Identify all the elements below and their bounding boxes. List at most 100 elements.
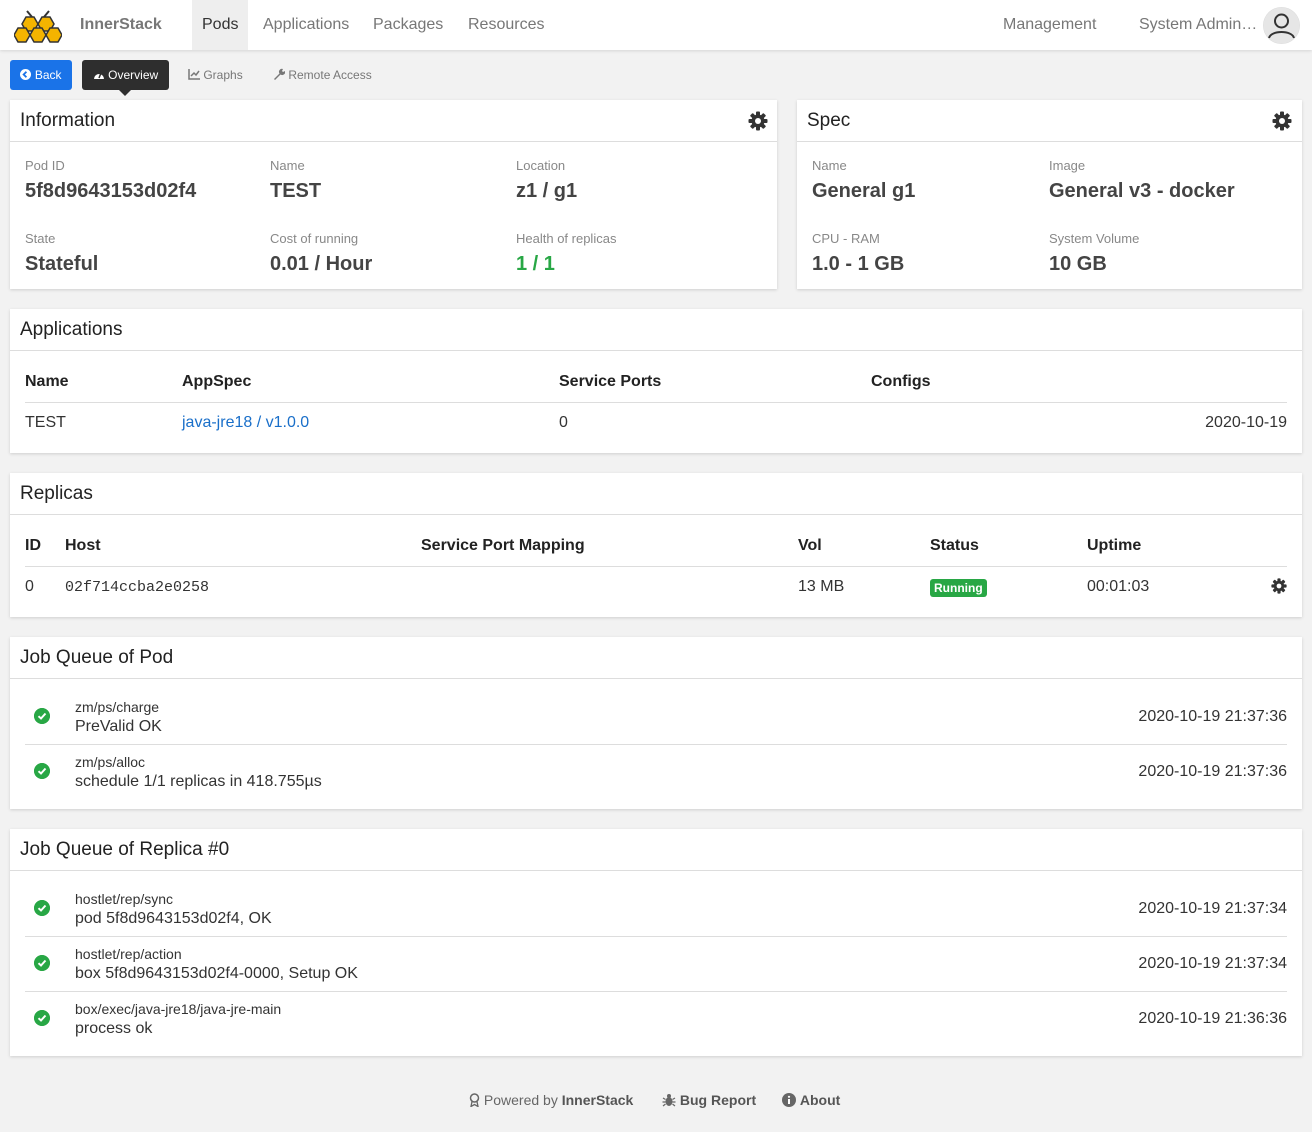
col-uptime: Uptime	[1087, 537, 1142, 554]
check-circle-icon	[34, 1010, 50, 1026]
health-label: Health of replicas	[516, 231, 617, 246]
location-value: z1 / g1	[516, 180, 578, 202]
cpu-ram-label: CPU - RAM	[812, 231, 880, 246]
col-status: Status	[930, 537, 979, 554]
replicas-title: Replicas	[20, 483, 93, 504]
nav-packages[interactable]: Packages	[373, 16, 444, 33]
col-configs: Configs	[871, 373, 931, 390]
back-button[interactable]: Back	[10, 60, 72, 90]
job-time: 2020-10-19 21:37:34	[1138, 955, 1287, 972]
information-header: Information	[10, 100, 777, 142]
bug-icon	[662, 1094, 676, 1107]
award-icon	[469, 1093, 480, 1108]
pod-job-queue-title: Job Queue of Pod	[20, 647, 174, 668]
col-host: Host	[65, 537, 101, 554]
user-avatar-icon[interactable]	[1263, 7, 1300, 44]
tab-graphs[interactable]: Graphs	[188, 60, 243, 90]
check-circle-icon	[34, 900, 50, 916]
job-message: process ok	[75, 1020, 153, 1037]
powered-by-prefix: Powered by	[483, 1092, 558, 1108]
tab-graphs-label: Graphs	[203, 68, 243, 82]
spec-header: Spec	[797, 100, 1302, 142]
job-name: box/exec/java-jre18/java-jre-main	[75, 1001, 282, 1017]
cost-value: 0.01 / Hour	[270, 253, 373, 275]
job-message: box 5f8d9643153d02f4-0000, Setup OK	[75, 965, 358, 982]
spec-name-value: General g1	[812, 180, 916, 202]
pod-job-queue-panel: Job Queue of Pod zm/ps/charge PreValid O…	[10, 637, 1302, 809]
honeycomb-logo-icon[interactable]	[14, 9, 62, 43]
cost-label: Cost of running	[270, 231, 359, 246]
back-label: Back	[34, 68, 62, 82]
bug-report-link[interactable]: Bug Report	[662, 1092, 756, 1108]
pod-id-value: 5f8d9643153d02f4	[25, 180, 197, 202]
appspec-link[interactable]: java-jre18 / v1.0.0	[182, 414, 310, 431]
spec-panel: Spec Name General g1 Image General v3 - …	[797, 100, 1302, 289]
image-value: General v3 - docker	[1049, 180, 1235, 202]
brand-name[interactable]: InnerStack	[80, 16, 162, 33]
check-circle-icon	[34, 763, 50, 779]
spec-title: Spec	[807, 110, 851, 131]
replica-host: 02f714ccba2e0258	[65, 579, 210, 596]
system-volume-label: System Volume	[1049, 231, 1140, 246]
col-appspec: AppSpec	[182, 373, 252, 390]
job-time: 2020-10-19 21:37:36	[1138, 763, 1287, 780]
nav-pods[interactable]: Pods	[192, 0, 249, 50]
nav-user[interactable]: System Admin…	[1139, 16, 1258, 33]
col-id: ID	[25, 537, 41, 554]
job-message: schedule 1/1 replicas in 418.755µs	[75, 773, 322, 790]
app-name: TEST	[25, 414, 66, 431]
state-value: Stateful	[25, 253, 99, 275]
applications-header: Applications	[10, 309, 1302, 351]
tab-overview-label: Overview	[108, 68, 159, 82]
tab-remote-access-label: Remote Access	[288, 68, 372, 82]
information-panel: Information Pod ID 5f8d9643153d02f4 Name…	[10, 100, 777, 289]
divider	[25, 402, 1287, 403]
replica-job-queue-title: Job Queue of Replica #0	[20, 839, 230, 860]
top-navbar: InnerStack Pods Applications Packages Re…	[0, 0, 1312, 50]
check-circle-icon	[34, 708, 50, 724]
wrench-icon	[274, 68, 286, 80]
job-message: pod 5f8d9643153d02f4, OK	[75, 910, 272, 927]
job-time: 2020-10-19 21:37:36	[1138, 708, 1287, 725]
pod-name-label: Name	[270, 158, 305, 173]
replicas-panel: Replicas ID Host Service Port Mapping Vo…	[10, 473, 1302, 617]
col-name: Name	[25, 373, 69, 390]
about-label: About	[799, 1092, 841, 1108]
tab-overview[interactable]: Overview	[82, 60, 169, 96]
state-label: State	[25, 231, 56, 246]
nav-applications[interactable]: Applications	[263, 16, 350, 33]
replica-uptime: 00:01:03	[1087, 578, 1150, 595]
nav-resources[interactable]: Resources	[468, 16, 545, 33]
tab-remote-access[interactable]: Remote Access	[273, 60, 372, 90]
job-message: PreValid OK	[75, 718, 162, 735]
powered-by-link[interactable]: Powered by InnerStack	[469, 1092, 633, 1108]
bug-report-label: Bug Report	[679, 1092, 757, 1108]
replica-job-queue-panel: Job Queue of Replica #0 hostlet/rep/sync…	[10, 829, 1302, 1056]
divider	[25, 936, 1287, 937]
dashboard-icon	[93, 72, 104, 79]
line-chart-icon	[188, 69, 200, 80]
applications-panel: Applications Name AppSpec Service Ports …	[10, 309, 1302, 453]
job-name: hostlet/rep/sync	[75, 891, 174, 907]
app-config-date: 2020-10-19	[1205, 414, 1287, 431]
col-vol: Vol	[798, 537, 822, 554]
replica-job-queue-header: Job Queue of Replica #0	[10, 829, 1302, 871]
gear-icon[interactable]	[748, 111, 768, 131]
nav-management[interactable]: Management	[1003, 16, 1097, 33]
job-name: hostlet/rep/action	[75, 946, 182, 962]
location-label: Location	[516, 158, 566, 173]
job-time: 2020-10-19 21:36:36	[1138, 1010, 1287, 1027]
pod-id-label: Pod ID	[25, 158, 65, 173]
gear-icon[interactable]	[1272, 111, 1292, 131]
powered-by-brand: InnerStack	[561, 1092, 634, 1108]
replica-vol: 13 MB	[798, 578, 845, 595]
system-volume-value: 10 GB	[1049, 253, 1107, 275]
gear-icon[interactable]	[1271, 578, 1287, 594]
cpu-ram-value: 1.0 - 1 GB	[812, 253, 905, 275]
pod-job-queue-header: Job Queue of Pod	[10, 637, 1302, 679]
check-circle-icon	[34, 955, 50, 971]
spec-name-label: Name	[812, 158, 847, 173]
about-link[interactable]: About	[782, 1092, 840, 1108]
replicas-header: Replicas	[10, 473, 1302, 515]
col-service-port-mapping: Service Port Mapping	[421, 537, 585, 554]
